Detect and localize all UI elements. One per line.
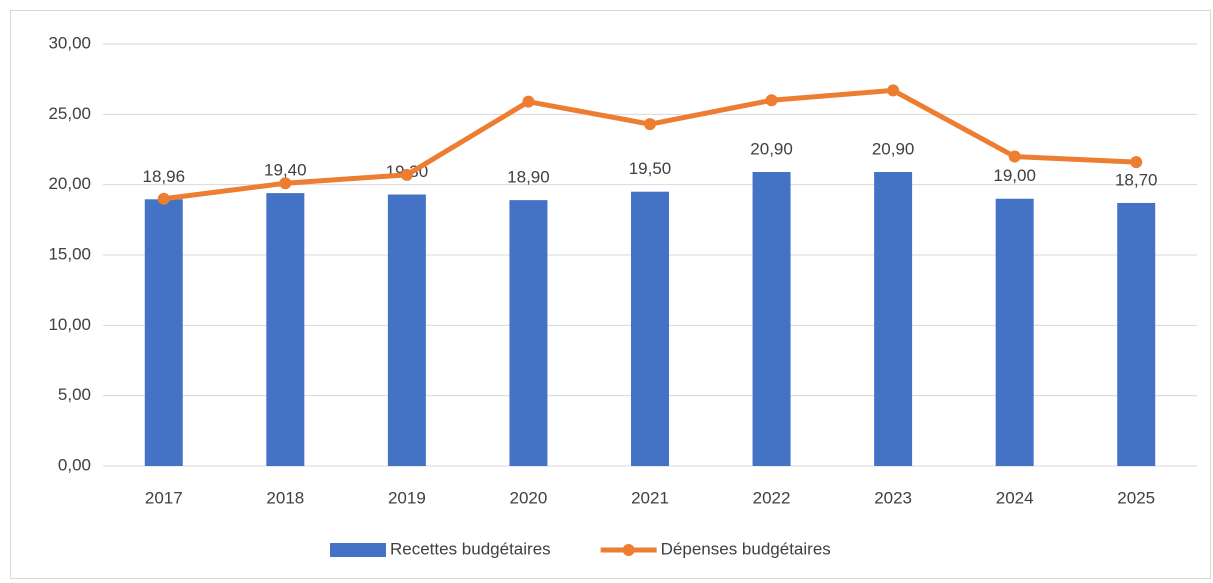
y-tick-label: 5,00 [58,385,91,404]
bar [1117,202,1156,466]
data-label: 20,90 [872,139,915,158]
line-marker [279,177,292,190]
x-tick-label: 2022 [753,488,791,507]
line-marker [400,168,413,181]
line-marker [887,84,900,97]
x-tick-label: 2023 [874,488,912,507]
data-label: 18,90 [507,168,550,187]
bar [752,172,791,467]
data-label: 19,50 [629,159,672,178]
y-tick-label: 30,00 [48,33,91,52]
data-label: 19,00 [993,166,1036,185]
bar [874,172,913,467]
x-tick-label: 2021 [631,488,669,507]
line-marker [765,94,778,107]
data-label: 19,40 [264,161,307,180]
bar [266,193,305,466]
legend-label: Recettes budgétaires [390,539,551,558]
x-tick-label: 2018 [266,488,304,507]
y-tick-label: 25,00 [48,104,91,123]
y-tick-label: 15,00 [48,244,91,263]
line-marker [1008,150,1021,163]
data-label: 18,70 [1115,170,1158,189]
data-label: 20,90 [750,139,793,158]
y-tick-label: 20,00 [48,174,91,193]
x-tick-label: 2019 [388,488,426,507]
line-marker [1130,156,1143,169]
x-tick-label: 2024 [996,488,1034,507]
data-label: 18,96 [143,167,186,186]
bar [509,200,548,466]
line-marker [644,118,656,131]
x-tick-label: 2020 [510,488,548,507]
line-marker [157,192,170,205]
legend-label: Dépenses budgétaires [661,539,831,558]
bar [144,199,183,466]
legend-swatch [330,543,386,557]
bar [387,194,426,466]
x-tick-label: 2025 [1117,488,1155,507]
legend-marker [622,544,635,556]
bar [631,191,669,466]
y-tick-label: 10,00 [48,315,91,334]
x-tick-label: 2017 [145,488,183,507]
line-marker [522,95,535,108]
y-tick-label: 0,00 [58,455,91,474]
bar [995,198,1034,466]
